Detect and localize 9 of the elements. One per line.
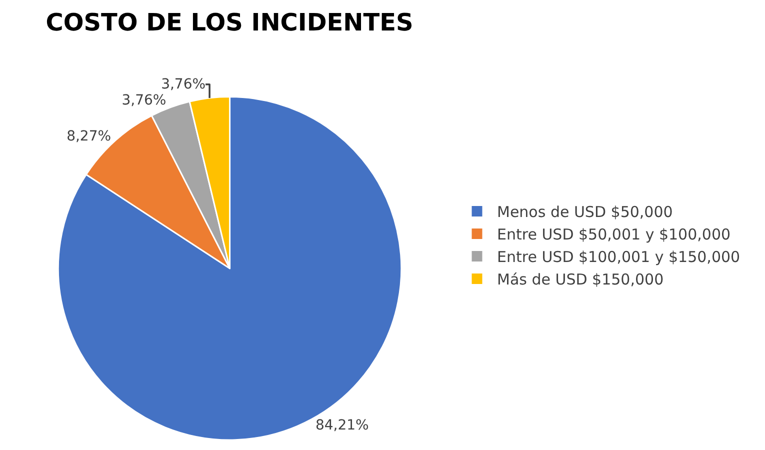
- legend-label: Entre USD $50,001 y $100,000: [497, 226, 731, 244]
- chart-title: COSTO DE LOS INCIDENTES: [46, 8, 414, 36]
- legend-label: Menos de USD $50,000: [497, 203, 673, 222]
- data-label: 3,76%: [161, 76, 206, 92]
- data-label: 8,27%: [66, 128, 112, 144]
- legend-label: Más de USD $150,000: [497, 270, 664, 289]
- legend-label: Entre USD $100,001 y $150,000: [497, 248, 740, 266]
- data-label: 84,21%: [315, 418, 369, 434]
- data-label: 3,76%: [122, 92, 166, 108]
